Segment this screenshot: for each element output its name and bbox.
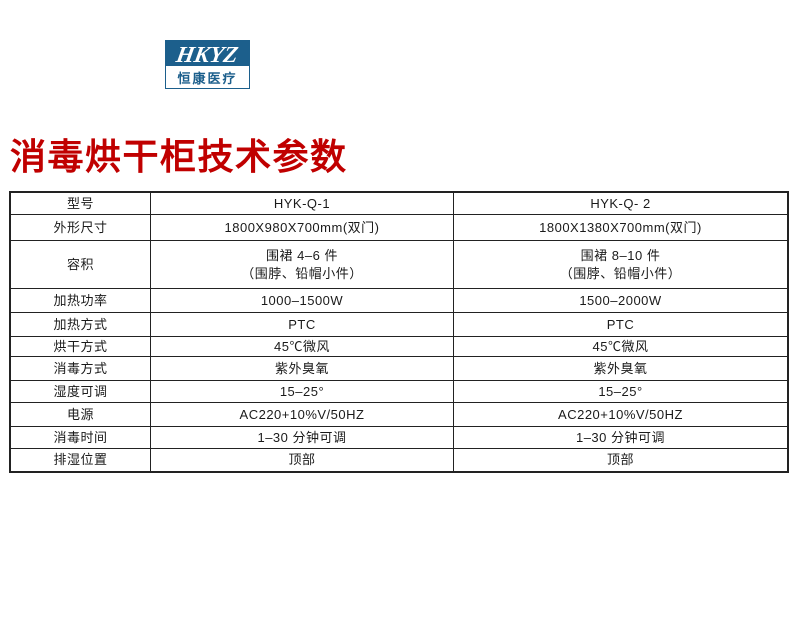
svg-text:HKYZ: HKYZ [173,42,240,67]
